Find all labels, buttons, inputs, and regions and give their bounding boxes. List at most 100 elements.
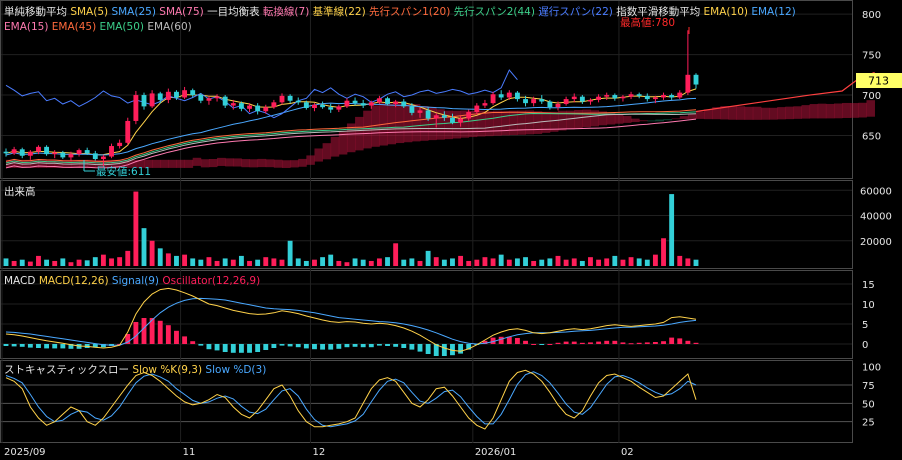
volume-bar — [190, 258, 196, 266]
legend-item: 転換線(7) — [260, 5, 310, 18]
candle-body — [214, 96, 220, 99]
volume-bar — [360, 259, 366, 266]
series-ema-60- — [5, 113, 697, 166]
volume-bar — [514, 258, 520, 266]
candle-body — [393, 101, 399, 104]
candle-body — [109, 146, 114, 157]
candle-body — [36, 146, 41, 152]
candle-body — [498, 94, 504, 98]
y-axis-ticks: 8007507006506000040000200001510501007550… — [860, 10, 892, 429]
oscillator-bar — [44, 344, 50, 349]
volume-bar — [141, 228, 147, 266]
cloud-segment — [622, 115, 632, 123]
x-tick-label: 2025/09 — [4, 447, 46, 458]
macd-tick-label: 5 — [862, 320, 868, 331]
cloud-segment — [842, 102, 851, 118]
candle-body — [230, 103, 236, 106]
volume-bar — [498, 254, 504, 266]
candle-body — [482, 103, 488, 106]
oscillator-bar — [60, 344, 66, 349]
candlesticks — [3, 30, 699, 168]
volume-bar — [336, 260, 342, 266]
candle-body — [60, 152, 66, 158]
oscillator-bar — [555, 342, 561, 344]
legend-item: EMA(50) — [96, 21, 144, 33]
cloud-segment — [598, 111, 608, 126]
volume-bar — [263, 257, 269, 266]
candle-body — [206, 98, 212, 101]
candle-body — [44, 146, 50, 155]
candle-body — [474, 105, 480, 113]
volume-bar — [547, 258, 553, 266]
cloud-segment — [509, 110, 518, 136]
candle-body — [303, 102, 309, 108]
candle-body — [458, 118, 464, 123]
legend-item: EMA(15) — [4, 21, 48, 33]
cloud-segment — [736, 106, 746, 120]
volume-bar — [271, 258, 277, 266]
volume-bar — [222, 258, 228, 266]
cloud-segment — [720, 106, 729, 120]
volume-bar — [174, 255, 179, 266]
volume-bar — [661, 238, 666, 266]
legend-item: 基準線(22) — [309, 5, 365, 18]
legend-item: EMA(60) — [144, 21, 192, 33]
candle-body — [279, 95, 285, 103]
candle-body — [190, 90, 196, 96]
volume-bar — [474, 259, 480, 266]
candle-body — [328, 107, 334, 110]
cloud-segment — [135, 159, 145, 168]
volume-tick-label: 40000 — [860, 212, 892, 223]
candle-body — [149, 93, 155, 107]
candle-body — [287, 95, 293, 101]
volume-bar — [596, 259, 602, 266]
volume-bar — [490, 258, 496, 266]
oscillator-bar — [11, 344, 17, 347]
cloud-segment — [290, 160, 299, 168]
oscillator-bar — [498, 336, 504, 344]
oscillator-bar — [401, 344, 407, 348]
volume-bar — [303, 260, 309, 266]
oscillator-bar — [36, 344, 41, 348]
oscillator-bar — [693, 342, 699, 344]
price-panel[interactable] — [0, 0, 853, 179]
cloud-segment — [330, 136, 340, 157]
volume-bar — [531, 260, 537, 266]
oscillator-bar — [271, 344, 277, 348]
cloud-segment — [257, 158, 267, 168]
candle-body — [669, 95, 675, 98]
legend-item: 一目均衡表 — [204, 5, 260, 18]
volume-bar — [206, 257, 212, 266]
series-sma-25- — [5, 97, 697, 156]
cloud-segment — [119, 159, 129, 168]
cloud-segment — [614, 114, 624, 124]
cloud-segment — [760, 107, 770, 120]
oscillator-bar — [214, 344, 220, 351]
cloud-segment — [817, 103, 827, 119]
candle-body — [320, 104, 326, 108]
oscillator-bar — [352, 344, 358, 347]
candle-body — [27, 151, 33, 156]
volume-bar — [539, 259, 545, 266]
macd-tick-label: 0 — [862, 340, 868, 351]
cloud-segment — [541, 111, 551, 133]
oscillator-bar — [466, 344, 472, 350]
cloud-segment — [476, 110, 486, 137]
candle-body — [409, 106, 415, 113]
candle-body — [125, 120, 131, 143]
oscillator-bar — [279, 344, 285, 346]
oscillator-bar — [433, 344, 439, 356]
candle-body — [571, 96, 577, 100]
cloud-segment — [850, 103, 859, 118]
volume-bar — [165, 253, 171, 266]
volume-bar — [295, 258, 301, 266]
oscillator-bar — [3, 344, 9, 346]
oscillator-bar — [230, 344, 236, 353]
volume-bar — [214, 260, 220, 266]
low-price-label: 最安値:611 — [96, 165, 151, 178]
volume-bar — [287, 240, 293, 266]
cloud-segment — [566, 110, 575, 130]
cloud-segment — [825, 103, 835, 119]
cloud-segment — [241, 159, 250, 168]
